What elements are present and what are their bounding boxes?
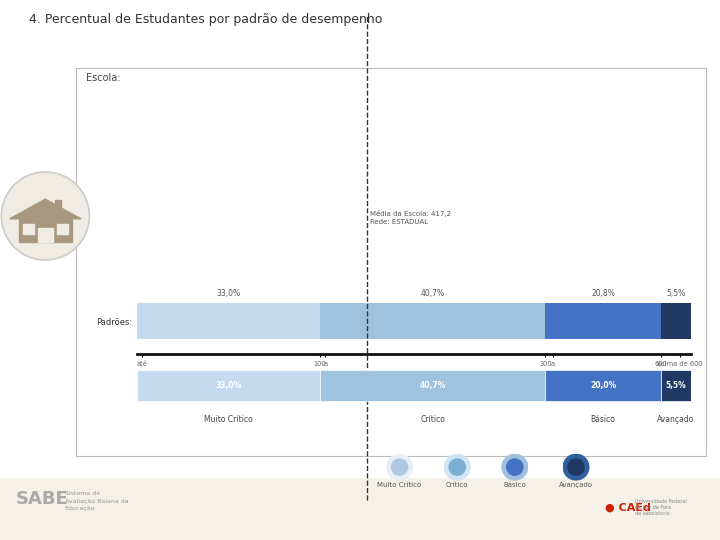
- Bar: [320, 303, 545, 339]
- Text: Avançado: Avançado: [559, 482, 593, 488]
- Text: 33,0%: 33,0%: [216, 289, 240, 298]
- Bar: [661, 370, 691, 401]
- Bar: [23, 225, 34, 234]
- Bar: [19, 219, 71, 242]
- Bar: [137, 370, 320, 401]
- Text: 5,5%: 5,5%: [665, 381, 686, 390]
- Text: Sistema de
Avaliação Baiana da
Educação: Sistema de Avaliação Baiana da Educação: [65, 491, 128, 511]
- Circle shape: [387, 454, 413, 480]
- Circle shape: [392, 459, 408, 475]
- Bar: [57, 225, 68, 234]
- Text: Básico: Básico: [503, 482, 526, 488]
- Bar: [55, 200, 61, 211]
- Bar: [545, 303, 661, 339]
- Circle shape: [1, 172, 89, 260]
- Circle shape: [507, 459, 523, 475]
- Circle shape: [563, 454, 589, 480]
- Text: Muito Crítico: Muito Crítico: [377, 482, 422, 488]
- Text: Muito Crítico: Muito Crítico: [204, 415, 253, 423]
- Text: 4. Percentual de Estudantes por padrão de desempenho: 4. Percentual de Estudantes por padrão d…: [29, 14, 382, 26]
- Bar: [38, 228, 53, 242]
- Bar: [661, 303, 691, 339]
- Circle shape: [449, 459, 465, 475]
- Text: 20,8%: 20,8%: [591, 289, 615, 298]
- Text: Crítico: Crítico: [420, 415, 445, 423]
- Circle shape: [502, 454, 528, 480]
- Text: Escola:: Escola:: [86, 73, 121, 83]
- Polygon shape: [10, 199, 81, 219]
- Text: 40,7%: 40,7%: [420, 289, 445, 298]
- Bar: [137, 303, 320, 339]
- Text: Universidade Federal
  de Juiz de Fora
  de laboratório: Universidade Federal de Juiz de Fora de …: [632, 500, 687, 516]
- Text: 5,5%: 5,5%: [666, 289, 685, 298]
- Bar: [320, 370, 545, 401]
- Text: 33,0%: 33,0%: [215, 381, 241, 390]
- Bar: [545, 370, 661, 401]
- Text: Avançado: Avançado: [657, 415, 695, 423]
- Text: Crítico: Crítico: [446, 482, 469, 488]
- Text: 40,7%: 40,7%: [419, 381, 446, 390]
- Circle shape: [568, 459, 584, 475]
- Text: ● CAEd: ● CAEd: [605, 503, 651, 512]
- Text: SABE: SABE: [16, 490, 68, 508]
- Text: Média da Escola: 417,2
Rede: ESTADUAL: Média da Escola: 417,2 Rede: ESTADUAL: [369, 210, 451, 225]
- Circle shape: [444, 454, 470, 480]
- Text: Básico: Básico: [590, 415, 616, 423]
- Text: 20,0%: 20,0%: [590, 381, 616, 390]
